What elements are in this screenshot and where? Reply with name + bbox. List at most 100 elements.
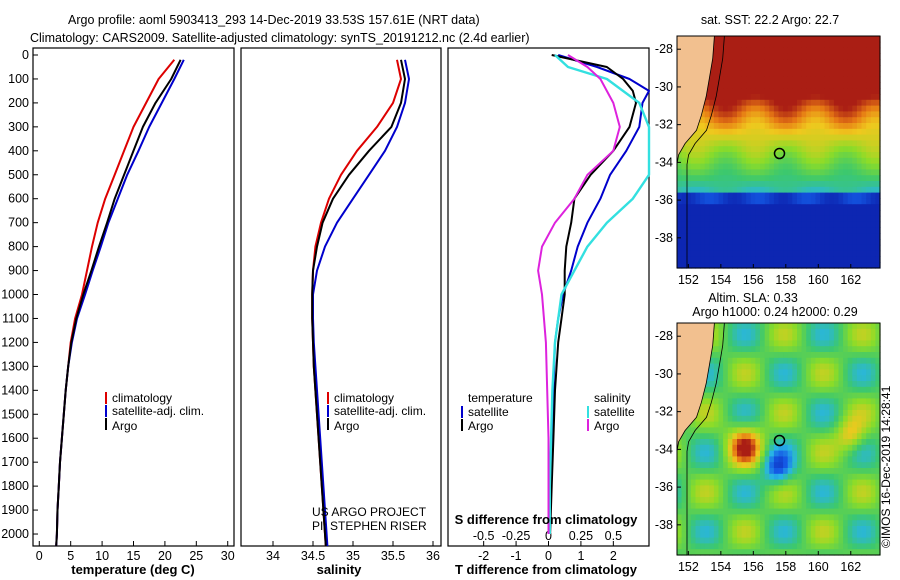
sla-map-cell bbox=[704, 415, 710, 423]
sst-map-cell bbox=[677, 181, 683, 188]
sla-map-cell bbox=[750, 444, 756, 452]
sla-map-cell bbox=[866, 386, 872, 394]
sla-map-cell bbox=[732, 462, 738, 469]
sla-map-cell bbox=[824, 497, 830, 504]
sla-map-cell bbox=[866, 508, 872, 515]
sst-map-cell bbox=[815, 157, 821, 165]
sst-map-cell bbox=[695, 157, 701, 165]
sst-map-cell bbox=[727, 146, 733, 153]
sst-map-cell bbox=[713, 65, 720, 72]
sla-map-cell bbox=[783, 357, 789, 365]
sla-map-cell bbox=[760, 531, 766, 539]
sst-map-cell bbox=[764, 227, 770, 234]
sla-map-cell bbox=[686, 473, 692, 481]
sla-map-cell bbox=[820, 346, 826, 353]
sst-map-cell bbox=[810, 244, 816, 252]
sst-map-cell bbox=[829, 181, 835, 188]
sla-map-cell bbox=[737, 415, 743, 423]
sst-map-cell bbox=[810, 192, 816, 199]
sst-map-cell bbox=[866, 204, 872, 211]
sla-map-cell bbox=[732, 352, 738, 359]
sst-map-cell bbox=[690, 233, 696, 240]
sla-map-cell bbox=[713, 433, 720, 440]
sla-map-cell bbox=[690, 537, 696, 544]
sla-map-cell bbox=[732, 386, 738, 394]
sla-map-cell bbox=[875, 340, 881, 347]
sst-map-cell bbox=[801, 111, 807, 118]
sst-map-cell bbox=[810, 198, 816, 205]
sla-map-cell bbox=[713, 357, 720, 365]
sst-map-cell bbox=[778, 105, 784, 112]
sla-map-cell bbox=[783, 508, 789, 515]
sst-map-cell bbox=[737, 256, 743, 263]
sst-map-cell bbox=[875, 192, 881, 199]
sla-map-cell bbox=[833, 537, 840, 544]
sst-map-cell bbox=[870, 163, 876, 170]
sla-map-cell bbox=[824, 421, 830, 428]
sla-map-cell bbox=[824, 450, 830, 457]
sla-map-cell bbox=[750, 363, 756, 370]
sla-map-cell bbox=[704, 462, 710, 469]
sla-map-cell bbox=[824, 363, 830, 370]
sst-map-cell bbox=[741, 250, 747, 257]
sst-map-cell bbox=[713, 123, 720, 130]
sst-map-cell bbox=[843, 140, 849, 147]
sla-map-cell bbox=[709, 468, 715, 475]
sst-map-cell bbox=[732, 192, 738, 199]
sla-map-cell bbox=[847, 520, 853, 527]
sla-map-cell bbox=[737, 375, 743, 382]
sst-map-cell bbox=[732, 221, 738, 228]
sla-map-cell bbox=[801, 549, 807, 556]
sla-map-cell bbox=[746, 439, 752, 446]
sst-map-cell bbox=[773, 233, 780, 240]
sla-map-cell bbox=[866, 450, 872, 457]
sla-map-cell bbox=[824, 502, 830, 510]
sst-map-cell bbox=[810, 181, 816, 188]
sla-map-cell bbox=[861, 334, 867, 341]
sla-map-cell bbox=[843, 456, 849, 463]
sla-map-cell bbox=[746, 363, 752, 370]
sst-map-cell bbox=[852, 239, 858, 246]
sla-map-cell bbox=[773, 520, 780, 527]
sla-map-cell bbox=[843, 346, 849, 353]
sla-map-cell bbox=[870, 352, 876, 359]
sst-map-cell bbox=[806, 128, 812, 136]
sst-map-cell bbox=[723, 198, 729, 205]
sla-map-cell bbox=[797, 537, 803, 544]
sst-map-cell bbox=[741, 134, 747, 141]
sla-map-cell bbox=[677, 491, 683, 498]
sst-map-cell bbox=[792, 204, 798, 211]
sst-map-cell bbox=[737, 76, 743, 83]
sla-map-cell bbox=[801, 491, 807, 498]
sla-map-cell bbox=[829, 537, 835, 544]
sst-map-cell bbox=[852, 215, 858, 223]
sst-map-cell bbox=[783, 233, 789, 240]
sst-map-cell bbox=[847, 169, 853, 176]
legend-s-satellite-label: satellite bbox=[594, 405, 635, 419]
sst-map-cell bbox=[741, 117, 747, 124]
sla-map-cell bbox=[695, 485, 701, 492]
sst-map-cell bbox=[690, 146, 696, 153]
sla-map-cell bbox=[824, 468, 830, 475]
sst-map-cell bbox=[824, 70, 830, 78]
sla-map-cell bbox=[700, 543, 706, 550]
sst-map-cell bbox=[843, 82, 849, 89]
sla-map-cell bbox=[856, 456, 863, 463]
sst-map-cell bbox=[760, 221, 766, 228]
sla-map-cell bbox=[686, 485, 692, 492]
sst-map-cell bbox=[866, 123, 872, 130]
sla-map-cell bbox=[852, 323, 858, 330]
sla-map-cell bbox=[829, 543, 835, 550]
sst-map-cell bbox=[755, 117, 761, 124]
sst-map-cell bbox=[778, 163, 784, 170]
sla-map-cell bbox=[773, 381, 780, 388]
sla-map-cell bbox=[769, 369, 775, 376]
sst-map-cell bbox=[681, 215, 687, 223]
sla-map-cell bbox=[787, 381, 793, 388]
sst-map-cell bbox=[764, 41, 770, 49]
sst-map-cell bbox=[801, 123, 807, 130]
sst-map-cell bbox=[769, 99, 775, 107]
sla-map-cell bbox=[797, 468, 803, 475]
sla-map-cell bbox=[856, 410, 863, 417]
sst-map-cell bbox=[760, 36, 766, 43]
